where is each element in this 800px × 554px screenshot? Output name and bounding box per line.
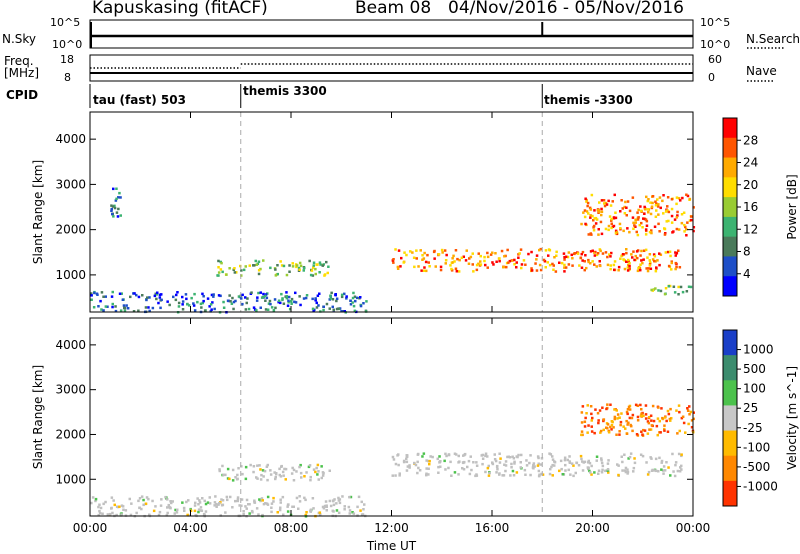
power-ytick-label-0: 1000: [55, 268, 86, 282]
power-colorbar-swatch-8: [723, 276, 737, 297]
noise-sky-label: N.Sky: [2, 32, 37, 46]
velocity-ytick-label-1: 2000: [55, 427, 86, 441]
noise-panel-frame: [89, 19, 694, 49]
velocity-colorbar-swatch-6: [723, 480, 737, 507]
xtick-label-4: 16:00: [475, 521, 510, 535]
power-colorbar-swatch-7: [723, 256, 737, 277]
xtick-label-2: 08:00: [274, 521, 309, 535]
xtick-label-3: 12:00: [374, 521, 409, 535]
velocity-ytick-label-0: 1000: [55, 472, 86, 486]
power-colorbar-tick-label-2: 20: [743, 178, 758, 192]
power-region-2: [216, 259, 330, 277]
freq-left-tick-top: 18: [60, 53, 74, 66]
velocity-colorbar-tick-label-3: 25: [743, 401, 758, 415]
power-colorbar-swatch-2: [723, 157, 737, 178]
station-title: Kapuskasing (fitACF): [92, 0, 268, 18]
power-region-3: [391, 247, 682, 273]
velocity-ylabel: Slant Range [km]: [31, 365, 45, 469]
freq-panel-frame: [89, 54, 694, 82]
noise-right-tick-top: 10^5: [700, 16, 731, 29]
nave-label: Nave: [746, 64, 777, 78]
freq-left-tick-bottom: 8: [64, 71, 71, 84]
velocity-region-1: [218, 463, 331, 482]
power-region-5: [650, 284, 693, 296]
cpid-program-1: tau (fast) 503: [93, 93, 186, 107]
xtick-label-0: 00:00: [73, 521, 108, 535]
velocity-colorbar-tick-label-1: 500: [743, 362, 766, 376]
power-ytick-label-3: 4000: [55, 132, 86, 146]
freq-unit-label: [MHz]: [4, 66, 40, 80]
noise-left-tick-bottom: 10^0: [52, 38, 83, 51]
velocity-colorbar-swatch-2: [723, 380, 737, 406]
cpid-program-2: themis 3300: [243, 84, 327, 98]
velocity-region-3: [580, 403, 695, 437]
velocity-panel-frame: [89, 317, 694, 517]
power-colorbar-tick-label-6: 4: [743, 267, 751, 281]
noise-left-tick-top: 10^5: [50, 16, 81, 29]
freq-right-tick-bottom: 0: [708, 71, 715, 84]
velocity-colorbar-swatch-3: [723, 405, 737, 432]
velocity-colorbar-swatch-4: [723, 430, 737, 457]
beam-label: Beam 08: [355, 0, 432, 18]
power-region-4: [580, 193, 696, 237]
freq-right-tick-top: 60: [708, 53, 722, 66]
power-colorbar-swatch-4: [723, 197, 737, 218]
power-colorbar-swatch-3: [723, 177, 737, 198]
velocity-colorbar-swatch-5: [723, 455, 737, 482]
power-colorbar-swatch-1: [723, 137, 737, 159]
power-ytick-label-2: 3000: [55, 177, 86, 191]
velocity-colorbar-tick-label-2: 100: [743, 382, 766, 396]
velocity-colorbar-swatch-1: [723, 355, 737, 381]
velocity-colorbar-tick-label-6: -500: [743, 460, 770, 474]
xtick-label-5: 20:00: [575, 521, 610, 535]
power-colorbar-label: Power [dB]: [785, 174, 799, 239]
power-region-0: [90, 290, 368, 314]
power-colorbar-tick-label-5: 8: [743, 245, 751, 259]
velocity-colorbar-tick-label-5: -100: [743, 440, 770, 454]
velocity-region-2: [391, 452, 683, 478]
power-colorbar-swatch-6: [723, 236, 737, 257]
power-colorbar-tick-label-4: 12: [743, 222, 758, 236]
xtick-label-6: 00:00: [676, 521, 711, 535]
velocity-colorbar-frame: [722, 329, 738, 507]
noise-search-label: N.Search: [746, 32, 800, 46]
velocity-ytick-label-2: 3000: [55, 383, 86, 397]
velocity-region-0: [90, 495, 367, 518]
noise-right-tick-bottom: 10^0: [700, 38, 731, 51]
velocity-colorbar-tick-label-0: 1000: [743, 343, 774, 357]
freq-label: Freq.: [4, 54, 34, 68]
date-range: 04/Nov/2016 - 05/Nov/2016: [448, 0, 684, 18]
power-colorbar-tick-label-1: 24: [743, 156, 758, 170]
xtick-label-1: 04:00: [173, 521, 208, 535]
velocity-colorbar-label: Velocity [m s^-1]: [785, 366, 799, 470]
power-ylabel: Slant Range [km]: [31, 160, 45, 264]
power-colorbar-tick-label-3: 16: [743, 200, 758, 214]
xaxis-label: Time UT: [366, 539, 417, 553]
power-ytick-label-1: 2000: [55, 223, 86, 237]
cpid-program-3: themis -3300: [544, 93, 633, 107]
velocity-colorbar-tick-label-4: -25: [743, 421, 763, 435]
velocity-colorbar-tick-label-7: -1000: [743, 479, 778, 493]
velocity-colorbar-swatch-0: [723, 330, 737, 356]
cpid-label: CPID: [6, 88, 39, 102]
power-colorbar-swatch-0: [723, 118, 737, 139]
velocity-ytick-label-3: 4000: [55, 338, 86, 352]
power-colorbar-swatch-5: [723, 216, 737, 238]
power-region-1: [110, 187, 122, 218]
power-colorbar-tick-label-0: 28: [743, 133, 758, 147]
